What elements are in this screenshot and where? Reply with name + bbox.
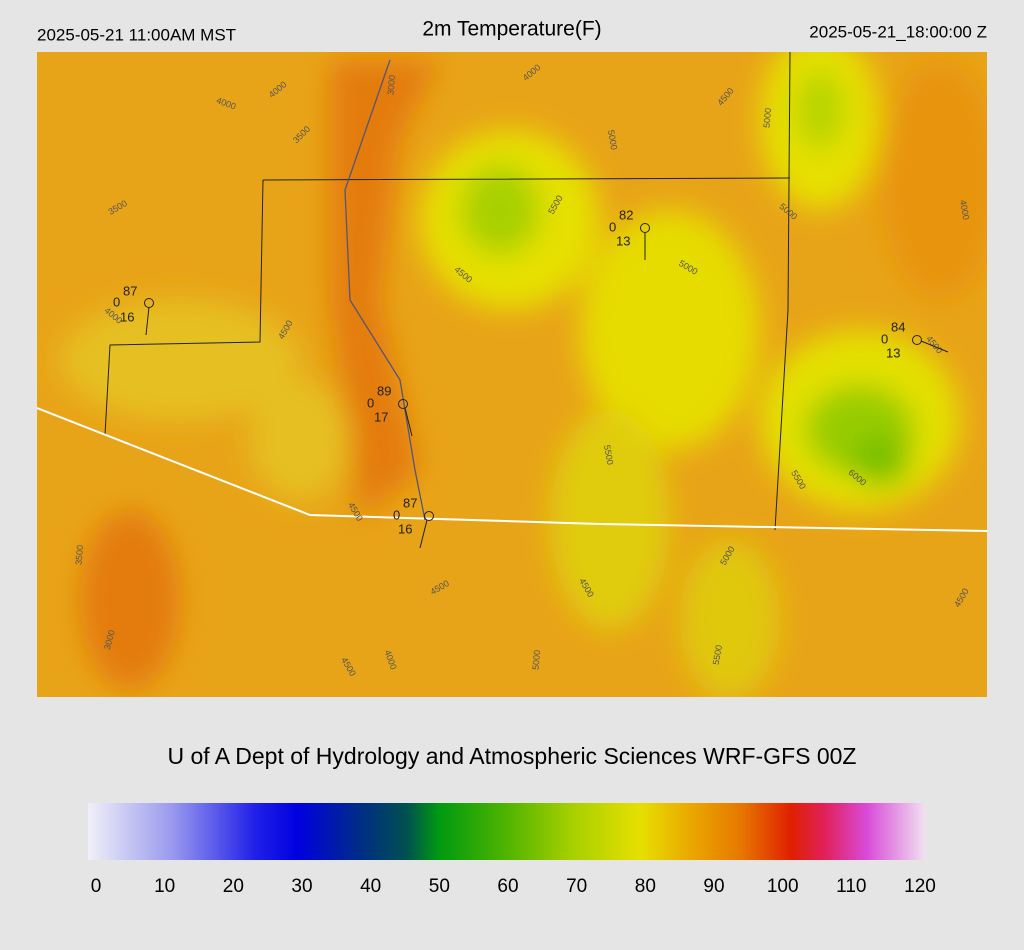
colorbar-tick-label: 60 [497, 876, 518, 897]
station: 87 0 16 [113, 283, 154, 336]
contour-label: 3500 [74, 545, 86, 566]
station-value: 0 [609, 219, 616, 234]
colorbar-tick-label: 40 [360, 876, 381, 897]
station-dewpoint: 13 [616, 233, 630, 248]
station-marker [398, 399, 408, 409]
colorbar-tick-label: 120 [904, 876, 936, 897]
station-dewpoint: 17 [374, 409, 388, 424]
contour-label: 5000 [762, 108, 774, 129]
wind-barb [404, 407, 413, 437]
station-plots: 87 0 16 82 0 13 84 0 13 89 0 17 [113, 207, 949, 549]
station: 89 0 17 [367, 383, 413, 437]
station-value: 0 [881, 331, 888, 346]
station: 87 0 16 [393, 495, 434, 549]
station-dewpoint: 16 [398, 521, 412, 536]
colorbar-ticks: 0 10 20 30 40 50 60 70 80 90 100 110 120 [91, 876, 936, 897]
contour-label: 5000 [531, 650, 543, 671]
temperature-field [60, 52, 987, 697]
border-line [37, 407, 987, 532]
station-value: 0 [113, 294, 120, 309]
colorbar-tick-label: 20 [223, 876, 244, 897]
river [344, 59, 426, 521]
station-temperature: 89 [377, 383, 391, 398]
station: 84 0 13 [881, 319, 949, 360]
contour-label: 5500 [602, 444, 615, 465]
wind-barb [920, 340, 949, 353]
colorbar-tick-label: 70 [566, 876, 587, 897]
station-value: 0 [393, 507, 400, 522]
station: 82 0 13 [609, 207, 650, 260]
wind-barb [419, 519, 428, 549]
station-dewpoint: 16 [120, 309, 134, 324]
contour-label: 3000 [386, 75, 398, 96]
colorbar-tick-label: 30 [291, 876, 312, 897]
contour-label: 5000 [606, 129, 619, 150]
contour-label: 5500 [711, 644, 724, 665]
colorbar-tick-label: 90 [703, 876, 724, 897]
colorbar-tick-label: 50 [429, 876, 450, 897]
contour-label: 4000 [958, 199, 971, 220]
colorbar [88, 803, 925, 860]
colorbar-tick-label: 100 [767, 876, 799, 897]
map-title: 2m Temperature(F) [422, 18, 601, 41]
station-marker [424, 511, 434, 521]
station-temperature: 84 [891, 319, 905, 334]
state-border [104, 52, 791, 531]
station-value: 0 [367, 395, 374, 410]
valid-time-local: 2025-05-21 11:00AM MST [37, 25, 236, 44]
station-temperature: 82 [619, 207, 633, 222]
station-temperature: 87 [403, 495, 417, 510]
station-marker [912, 335, 922, 345]
map [37, 52, 987, 697]
valid-time-utc: 2025-05-21_18:00:00 Z [809, 22, 987, 41]
credit-line: U of A Dept of Hydrology and Atmospheric… [167, 743, 856, 769]
wind-barb [145, 306, 150, 336]
colorbar-tick-label: 110 [836, 876, 866, 897]
colorbar-tick-label: 80 [635, 876, 656, 897]
colorbar-tick-label: 10 [154, 876, 175, 897]
station-dewpoint: 13 [886, 345, 900, 360]
station-temperature: 87 [123, 283, 137, 298]
colorbar-tick-label: 0 [91, 876, 102, 897]
